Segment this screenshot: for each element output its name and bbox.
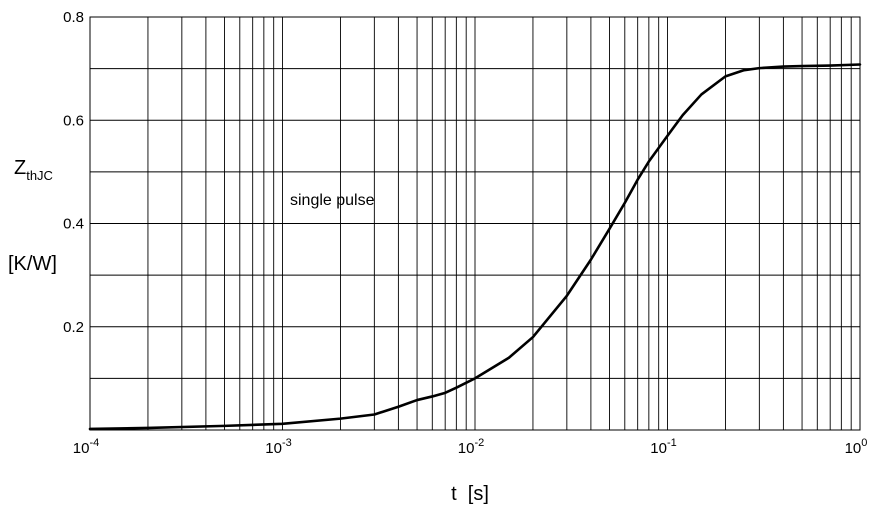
annotation-single-pulse: single pulse — [290, 192, 375, 209]
y-tick-label: 0.4 — [63, 216, 84, 233]
x-tick-exponent: -2 — [474, 437, 484, 449]
x-tick-exponent: 0 — [861, 437, 867, 449]
x-tick-base: 10 — [845, 440, 862, 457]
x-tick-label: 10-1 — [650, 437, 676, 457]
x-tick-label: 10-2 — [458, 437, 484, 457]
y-tick-label: 0.2 — [63, 319, 84, 336]
x-axis-label: t [s] — [451, 483, 489, 505]
y-axis-subscript: thJC — [26, 168, 53, 183]
grid — [90, 17, 860, 430]
x-tick-base: 10 — [265, 440, 282, 457]
x-tick-labels: 10-4 10-3 10-2 10-1 100 — [73, 437, 868, 457]
x-tick-exponent: -1 — [667, 437, 677, 449]
x-tick-base: 10 — [650, 440, 667, 457]
x-tick-exponent: -4 — [89, 437, 99, 449]
plot-frame — [89, 16, 861, 431]
x-tick-base: 10 — [458, 440, 475, 457]
x-tick-exponent: -3 — [282, 437, 292, 449]
y-tick-label: 0.6 — [63, 112, 84, 129]
x-tick-base: 10 — [73, 440, 90, 457]
y-tick-labels: 0.2 0.4 0.6 0.8 — [63, 9, 84, 336]
y-axis-label-symbol: ZthJC — [14, 157, 53, 183]
x-tick-label: 100 — [845, 437, 868, 457]
series-line — [88, 63, 862, 431]
x-tick-label: 10-4 — [73, 437, 99, 457]
y-axis-label-unit: [K/W] — [8, 253, 57, 275]
x-tick-label: 10-3 — [265, 437, 291, 457]
y-axis-symbol: Z — [14, 157, 26, 179]
y-tick-label: 0.8 — [63, 9, 84, 26]
